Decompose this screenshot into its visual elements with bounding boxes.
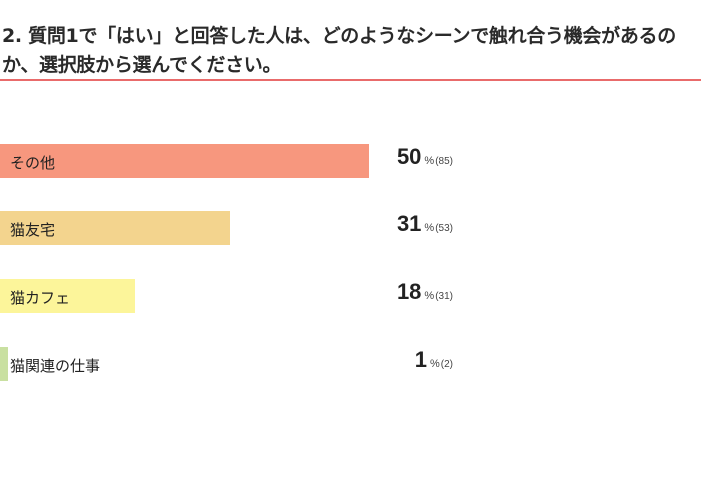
percent-value: 31 % (53)	[397, 211, 453, 245]
percent-number: 18	[396, 279, 422, 304]
bar-label: その他	[10, 154, 56, 172]
title-divider	[0, 79, 701, 81]
bar-cat-job	[0, 347, 8, 381]
bar-label: 猫友宅	[10, 221, 56, 239]
percent-value: 50 % (85)	[397, 144, 453, 178]
percent-sign: %	[424, 290, 435, 302]
percent-sign: %	[424, 222, 435, 234]
chart-row-cat-job: 猫関連の仕事 1 % (2)	[0, 347, 710, 381]
chart-row-friends-home: 猫友宅 31 % (53)	[0, 211, 710, 245]
response-count: (85)	[435, 156, 453, 167]
percent-sign: %	[429, 358, 440, 370]
bar-friends-home	[0, 211, 230, 245]
response-count: (2)	[440, 359, 453, 370]
percent-sign: %	[424, 155, 435, 167]
percent-number: 50	[396, 144, 422, 169]
bar-other	[0, 144, 369, 178]
percent-number: 1	[414, 347, 427, 372]
chart-row-cat-cafe: 猫カフェ 18 % (31)	[0, 279, 710, 313]
bar-label: 猫関連の仕事	[10, 357, 101, 375]
bar-cat-cafe	[0, 279, 135, 313]
percent-value: 1 % (2)	[415, 347, 453, 381]
chart-row-other: その他 50 % (85)	[0, 144, 710, 178]
percent-value: 18 % (31)	[397, 279, 453, 313]
question-title: 2. 質問1で「はい」と回答した人は、どのようなシーンで触れ合う機会があるのか、…	[2, 25, 676, 76]
response-count: (31)	[435, 291, 453, 302]
response-count: (53)	[435, 223, 453, 234]
bar-label: 猫カフェ	[10, 289, 71, 307]
percent-number: 31	[396, 211, 422, 236]
